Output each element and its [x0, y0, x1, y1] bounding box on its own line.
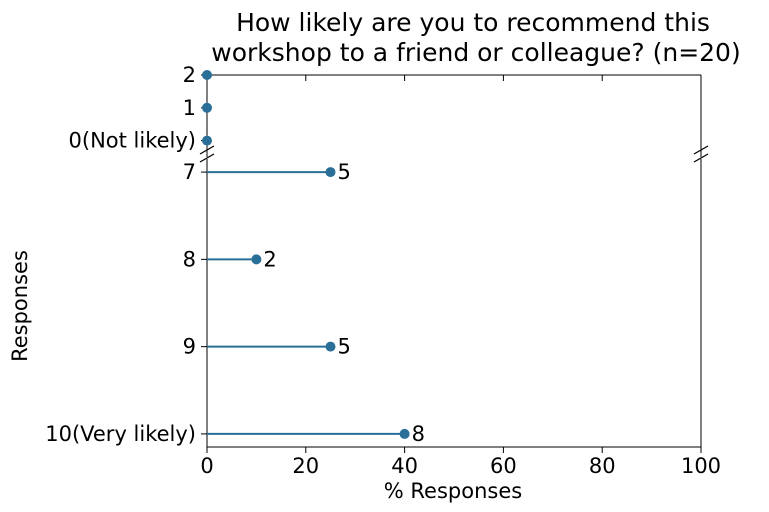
axis-break-marks [199, 145, 709, 163]
x-tick-label-0: 0 [200, 454, 213, 478]
break-mark-left-upper [199, 145, 215, 155]
x-axis-label: % Responses [384, 479, 522, 503]
data-label-7: 5 [338, 160, 351, 184]
x-tick-label-40: 40 [391, 454, 418, 478]
x-tick-label-60: 60 [490, 454, 517, 478]
y-tick-label-1: 1 [183, 96, 196, 120]
point-0-not-likely [202, 135, 212, 146]
y-tick-label-0-not-likely: 0(Not likely) [69, 129, 196, 153]
chart-title-line-2: workshop to a friend or colleague? (n=20… [211, 38, 740, 67]
point-1 [202, 102, 212, 113]
point-9 [325, 341, 336, 352]
data-label-10-very-likely: 8 [412, 422, 425, 446]
point-10-very-likely [399, 428, 410, 439]
y-tick-label-8: 8 [183, 247, 196, 271]
point-2 [202, 70, 212, 80]
break-mark-right-lower [693, 153, 709, 163]
y-tick-label-2: 2 [183, 63, 196, 87]
chart-title-line-1: How likely are you to recommend this [236, 8, 710, 37]
y-tick-label-10-very-likely: 10(Very likely) [45, 422, 196, 446]
break-mark-left-lower [199, 153, 215, 163]
point-7 [325, 167, 336, 178]
top-panel: 0(Not likely) 1 2 [69, 63, 702, 157]
break-mark-right-upper [693, 145, 709, 155]
y-axis-label: Responses [8, 250, 32, 362]
x-tick-label-80: 80 [589, 454, 616, 478]
point-8 [251, 254, 262, 265]
data-label-9: 5 [338, 335, 351, 359]
x-tick-label-20: 20 [292, 454, 319, 478]
x-tick-label-100: 100 [681, 454, 721, 478]
y-tick-label-9: 9 [183, 335, 196, 359]
data-label-8: 2 [263, 247, 276, 271]
bottom-panel: 0 20 40 60 80 100 7 5 8 2 9 5 10(Very likely) 8 [45, 159, 721, 478]
y-tick-label-7: 7 [183, 160, 196, 184]
